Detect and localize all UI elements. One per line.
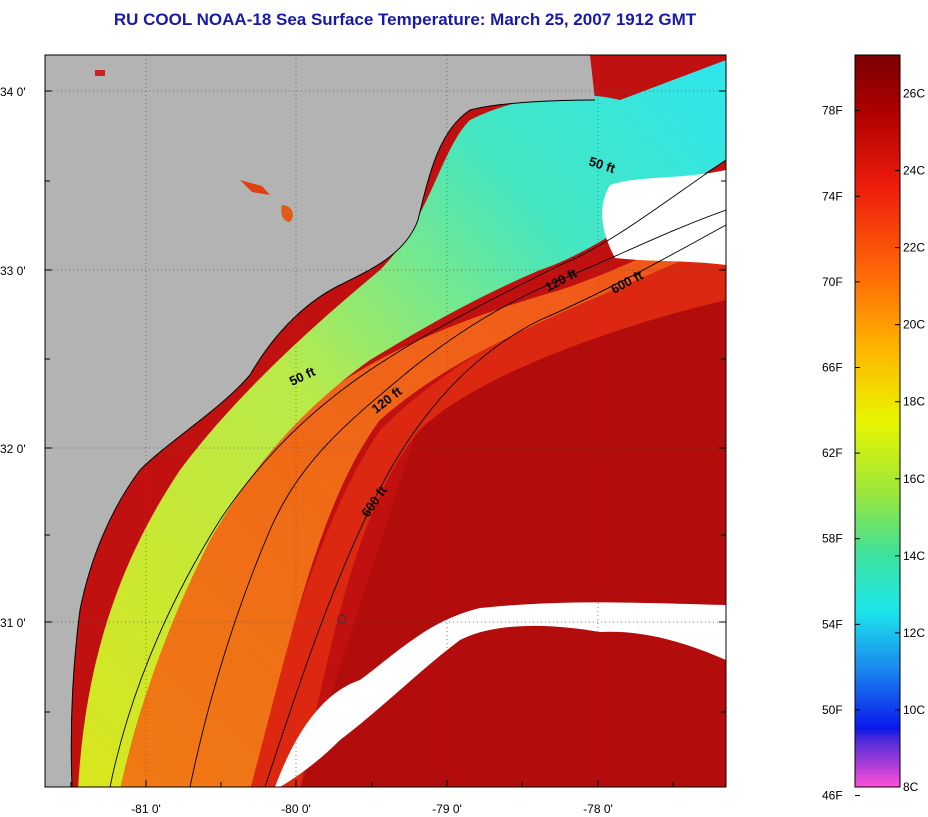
colorbar-c-label: 24C	[903, 164, 925, 178]
colorbar-c-label: 10C	[903, 703, 925, 717]
axis-ticks	[45, 90, 726, 787]
colorbar-f-label: 78F	[822, 104, 843, 118]
colorbar-c-label: 8C	[903, 780, 919, 794]
map-frame	[44, 54, 727, 788]
land-area	[45, 55, 595, 787]
map-panel: 50 ft 50 ft 120 ft 120 ft 600 ft 600 ft	[45, 55, 726, 787]
colorbar-c-label: 14C	[903, 549, 925, 563]
colorbar-c-label: 16C	[903, 472, 925, 486]
colorbar-f-label: 50F	[822, 703, 843, 717]
colorbar-f-label: 74F	[822, 189, 843, 203]
colorbar-f-label: 66F	[822, 360, 843, 374]
contour-50ft	[109, 159, 726, 787]
colorbar-f-label: 46F	[822, 789, 843, 803]
gulf-stream-edge	[240, 230, 726, 787]
station-marker	[337, 614, 347, 624]
lat-label-32: 32 0'	[0, 442, 26, 456]
map-title: RU COOL NOAA-18 Sea Surface Temperature:…	[113, 10, 697, 29]
colorbar-c-label: 20C	[903, 318, 925, 332]
colorbar-c-label: 22C	[903, 241, 925, 255]
lon-label-78: -78 0'	[583, 802, 613, 816]
lon-label-81: -81 0'	[131, 802, 161, 816]
mid-shelf-band	[120, 215, 726, 787]
lat-label-33: 33 0'	[0, 264, 26, 278]
coastline	[70, 99, 596, 787]
cloud-patch-south	[275, 602, 726, 787]
lon-label-80: -80 0'	[281, 802, 311, 816]
inland-lake-2	[281, 205, 293, 222]
contour-600ft	[264, 224, 726, 787]
cloud-patch-north	[602, 170, 726, 265]
colorbar-f-label: 58F	[822, 532, 843, 546]
lat-label-31: 31 0'	[0, 616, 26, 630]
lon-label-79: -79 0'	[432, 802, 462, 816]
colorbar-c-label: 18C	[903, 395, 925, 409]
colorbar-ticks: 78F 74F 70F 66F 62F 58F 54F 50F 46F 26C 24C 22C 20C 1…	[822, 87, 925, 803]
colorbar-f-label: 54F	[822, 617, 843, 631]
colorbar-c-label: 26C	[903, 87, 925, 101]
colorbar-f-label: 62F	[822, 446, 843, 460]
inland-lake-3	[95, 70, 105, 76]
colorbar: 78F 74F 70F 66F 62F 58F 54F 50F 46F 26C 24C 22C 20C 1…	[822, 54, 925, 803]
nearshore-cold-shelf	[78, 60, 726, 787]
inland-lake-1	[240, 180, 270, 195]
colorbar-c-label: 12C	[903, 626, 925, 640]
graticule	[45, 55, 726, 787]
colorbar-f-label: 70F	[822, 275, 843, 289]
lat-label-34: 34 0'	[0, 85, 26, 99]
colorbar-gradient	[854, 54, 901, 788]
contour-120ft	[189, 209, 726, 787]
